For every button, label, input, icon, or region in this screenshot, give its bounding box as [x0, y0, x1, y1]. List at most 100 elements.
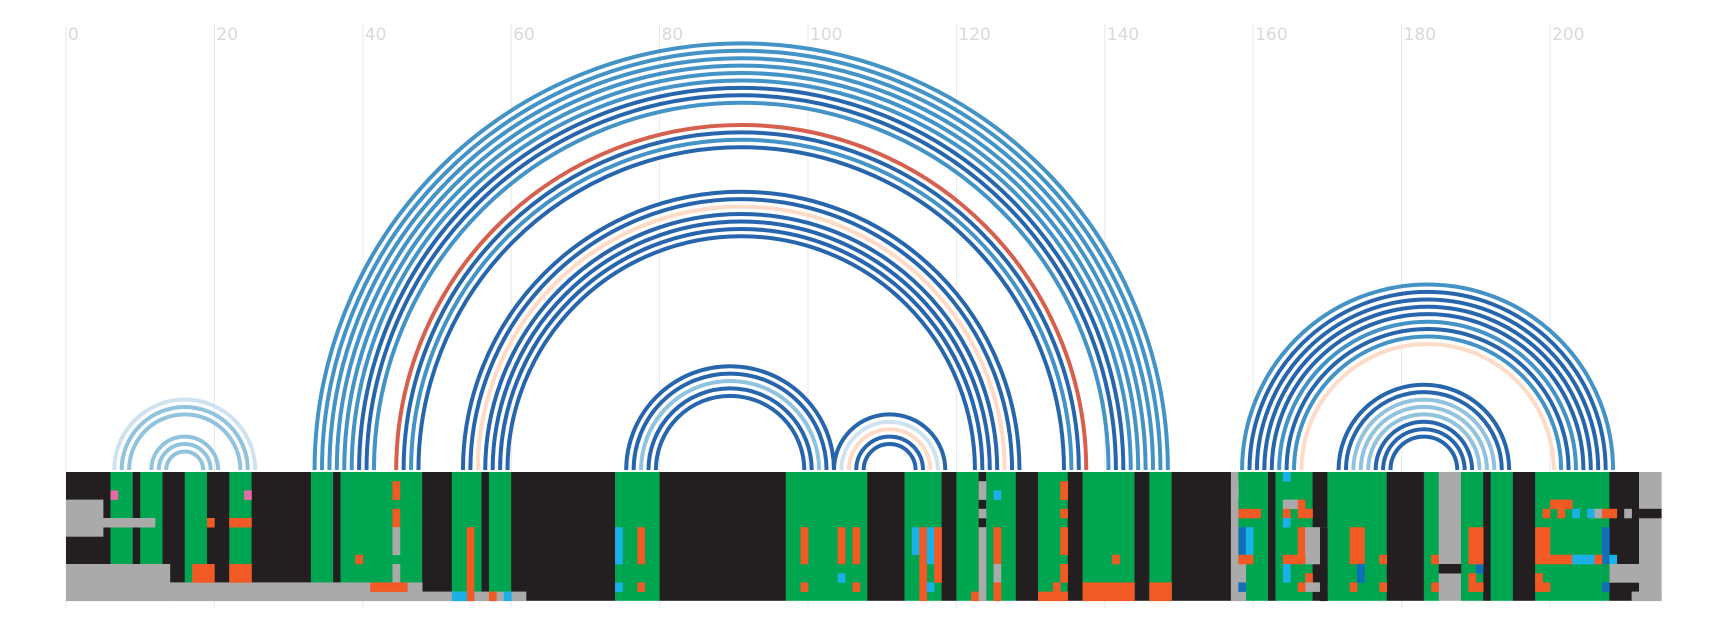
track-column-block: [1149, 472, 1172, 601]
base-pair-arc: [371, 100, 1111, 471]
track-cell: [1624, 508, 1632, 519]
base-pair-arc: [653, 393, 807, 471]
track-cell: [1282, 564, 1291, 583]
track-cell: [926, 527, 935, 565]
track-cell: [1319, 527, 1328, 602]
base-pair-arc: [839, 419, 940, 471]
track-cell: [1609, 564, 1640, 583]
base-pair-arc: [639, 378, 822, 471]
track-cell: [993, 582, 1002, 602]
track-column-block: [1639, 472, 1662, 601]
base-pair-arc: [846, 427, 933, 471]
track-cell: [993, 490, 1002, 500]
track-cell: [110, 490, 119, 500]
track-cell: [206, 518, 215, 528]
track-cell: [1550, 499, 1573, 510]
track-column-block: [1015, 472, 1039, 601]
track-cell: [355, 554, 364, 565]
base-pair-arc: [149, 434, 221, 471]
track-cell: [1572, 554, 1595, 565]
track-cell: [1542, 508, 1551, 519]
track-column-block: [251, 472, 312, 601]
track-column-block: [659, 472, 787, 601]
track-column-block: [488, 472, 512, 601]
track-cell: [1149, 582, 1172, 602]
base-pair-arc: [1336, 382, 1512, 471]
track-cell: [1431, 554, 1439, 565]
track-cell: [66, 564, 171, 602]
track-column-block: [511, 472, 616, 601]
track-cell: [1238, 554, 1254, 565]
x-tick-label: 160: [1255, 25, 1287, 45]
track-cell: [978, 508, 987, 519]
track-cell: [1238, 582, 1247, 592]
track-cell: [451, 591, 467, 602]
track-cell: [1379, 582, 1388, 592]
track-cell: [1379, 554, 1388, 565]
track-cell: [1282, 499, 1299, 510]
x-tick-label: 60: [513, 25, 535, 45]
track-cell: [911, 527, 920, 556]
track-cell: [615, 582, 623, 592]
track-cell: [1238, 508, 1261, 519]
track-cell: [1230, 481, 1239, 500]
track-cell: [1297, 499, 1306, 510]
track-cell: [978, 481, 987, 500]
track-cell: [1357, 564, 1365, 583]
track-cell: [192, 564, 215, 583]
track-column-block: [1171, 472, 1232, 601]
base-pair-arc: [1358, 404, 1489, 471]
base-pair-arc: [475, 204, 1007, 471]
base-pair-arc: [312, 41, 1170, 471]
base-pair-arc: [1292, 334, 1564, 471]
track-cell: [852, 582, 861, 592]
track-cell: [1060, 481, 1068, 500]
track-cell: [800, 582, 809, 592]
base-pair-arc: [1247, 290, 1608, 471]
track-cell: [978, 527, 987, 602]
base-pair-arc: [631, 371, 829, 471]
base-pair-arc: [1284, 327, 1571, 471]
base-pair-arc: [1381, 427, 1467, 471]
track-cell: [1238, 527, 1247, 556]
x-tick-label: 80: [662, 25, 684, 45]
base-pair-arc: [624, 364, 836, 471]
track-cell: [229, 518, 252, 528]
alignment-track: [66, 472, 1662, 602]
base-pair-arc: [460, 189, 1022, 471]
track-column-block: [481, 472, 490, 601]
track-cell: [637, 527, 646, 565]
track-column-block: [340, 472, 423, 601]
track-cell: [637, 582, 646, 592]
track-cell: [1297, 527, 1306, 556]
track-cell: [1282, 554, 1306, 565]
track-cell: [852, 527, 861, 565]
track-cell: [169, 591, 527, 602]
base-pair-arc: [490, 219, 992, 471]
track-column-block: [956, 472, 979, 601]
track-cell: [837, 527, 846, 565]
x-tick-label: 20: [216, 25, 238, 45]
base-pair-arc: [349, 78, 1133, 471]
base-pair-arc: [1343, 390, 1504, 471]
track-cell: [1112, 554, 1120, 565]
track-cell: [1282, 472, 1291, 482]
base-pair-arcs: [112, 41, 1616, 471]
track-cell: [1601, 508, 1618, 519]
track-cell: [503, 591, 512, 602]
track-column-block: [1067, 472, 1083, 601]
track-column-block: [1512, 472, 1536, 601]
track-column-block: [1438, 472, 1462, 601]
track-cell: [1557, 508, 1566, 519]
base-pair-arc: [1299, 341, 1556, 471]
track-cell: [1594, 554, 1603, 565]
x-tick-label: 120: [958, 25, 990, 45]
track-cell: [1297, 582, 1306, 592]
base-pair-arc: [1373, 419, 1475, 471]
track-column-block: [1386, 472, 1425, 601]
x-tick-label: 100: [810, 25, 842, 45]
track-cell: [971, 591, 979, 602]
base-pair-arc: [112, 397, 258, 471]
track-column-block: [1490, 472, 1514, 601]
